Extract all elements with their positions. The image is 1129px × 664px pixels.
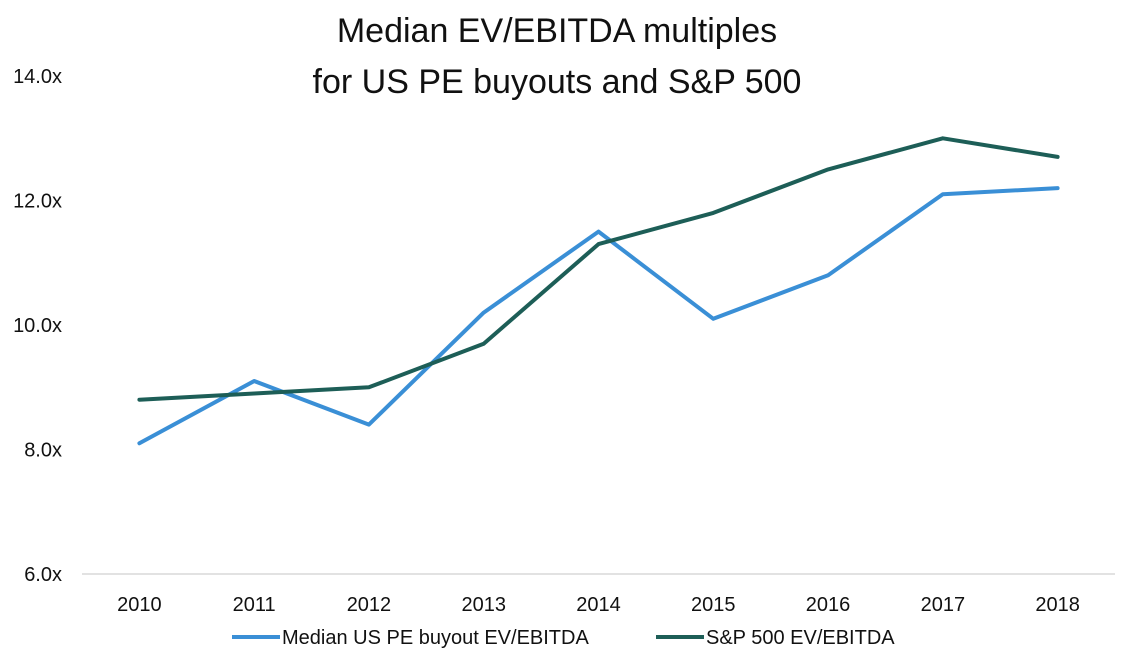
x-tick-label: 2018 [1035,594,1080,616]
y-axis: 6.0x 8.0x 10.0x 12.0x 14.0x [13,66,62,586]
x-tick-label: 2012 [347,594,392,616]
legend-label: S&P 500 EV/EBITDA [706,627,895,649]
x-tick-label: 2015 [691,594,736,616]
y-tick-label: 14.0x [13,66,62,88]
series-line-2 [137,136,1060,402]
chart-title-line-2: for US PE buyouts and S&P 500 [313,63,802,101]
series-lines [137,136,1060,446]
x-axis: 2010 2011 2012 2013 2014 2015 2016 2017 2018 [117,594,1080,616]
x-tick-label: 2010 [117,594,162,616]
x-tick-label: 2016 [806,594,851,616]
y-tick-label: 8.0x [24,440,62,462]
x-tick-label: 2011 [233,594,276,616]
y-tick-label: 10.0x [13,315,62,337]
x-tick-label: 2013 [461,594,506,616]
chart-title-line-1: Median EV/EBITDA multiples [337,12,777,50]
chart-title: Median EV/EBITDA multiples for US PE buy… [313,12,802,101]
y-tick-label: 6.0x [24,564,62,586]
x-tick-label: 2017 [921,594,966,616]
x-tick-label: 2014 [576,594,621,616]
legend-label: Median US PE buyout EV/EBITDA [282,627,589,649]
y-tick-label: 12.0x [13,191,62,213]
legend: Median US PE buyout EV/EBITDA S&P 500 EV/… [232,627,895,649]
series-line-1 [137,186,1060,446]
